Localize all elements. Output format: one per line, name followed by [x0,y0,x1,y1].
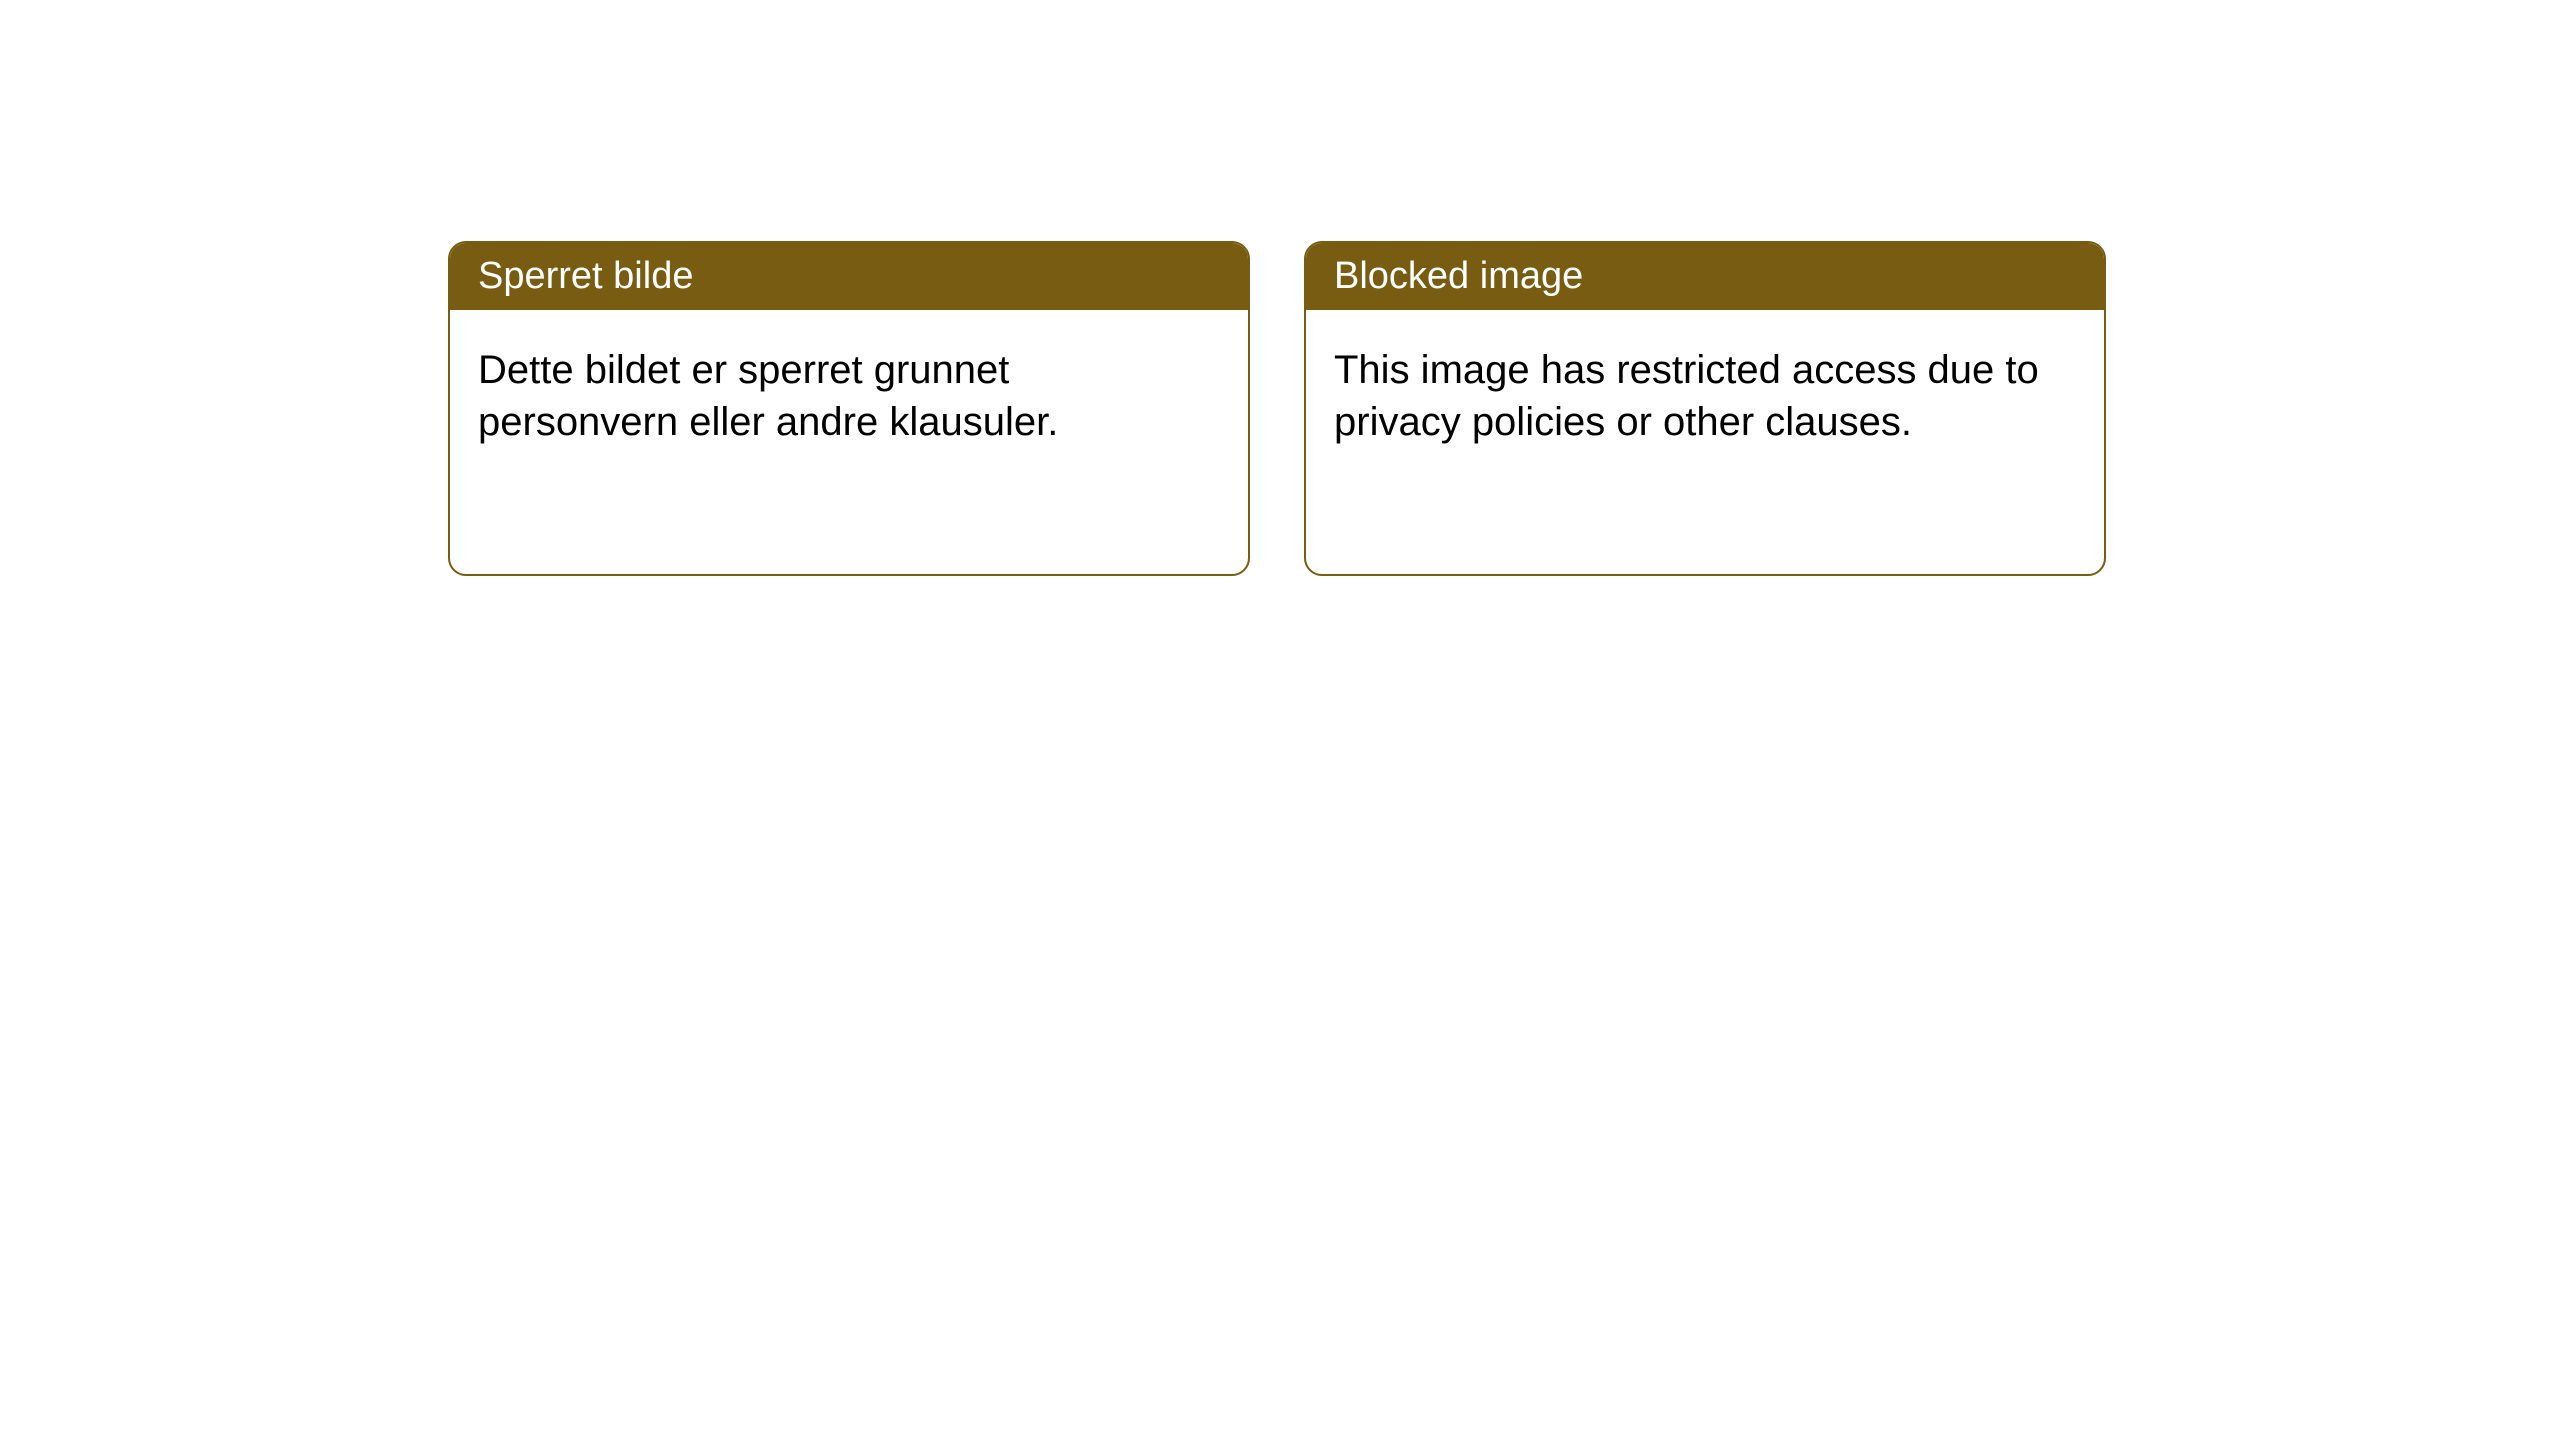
notice-card-english: Blocked image This image has restricted … [1304,241,2106,576]
notice-header-text: Sperret bilde [478,255,693,297]
notice-body-text: Dette bildet er sperret grunnet personve… [478,348,1058,444]
notice-container: Sperret bilde Dette bildet er sperret gr… [0,0,2560,576]
notice-header: Blocked image [1306,243,2104,310]
notice-body: Dette bildet er sperret grunnet personve… [450,310,1248,482]
notice-card-norwegian: Sperret bilde Dette bildet er sperret gr… [448,241,1250,576]
notice-body-text: This image has restricted access due to … [1334,348,2039,444]
notice-header: Sperret bilde [450,243,1248,310]
notice-header-text: Blocked image [1334,255,1583,297]
notice-body: This image has restricted access due to … [1306,310,2104,482]
